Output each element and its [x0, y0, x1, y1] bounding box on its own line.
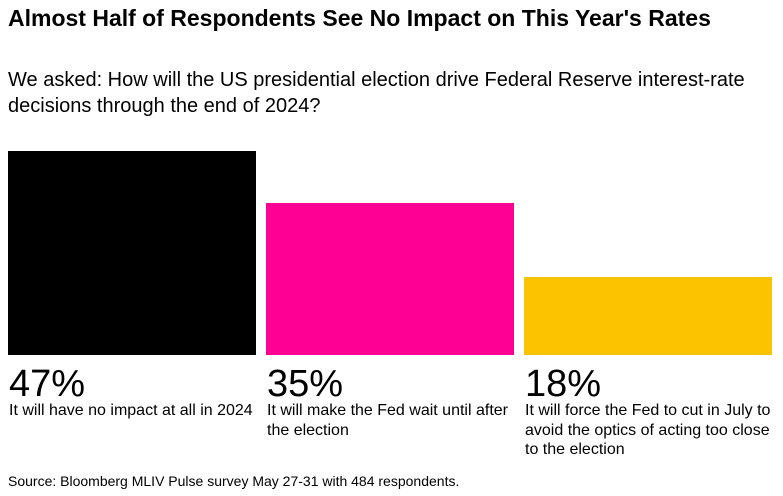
value-label-1: 47% — [9, 363, 86, 405]
source-note: Source: Bloomberg MLIV Pulse survey May … — [8, 473, 460, 489]
value-label-3: 18% — [525, 363, 602, 405]
category-label-1: It will have no impact at all in 2024 — [9, 402, 253, 419]
value-label-2: 35% — [267, 363, 344, 405]
chart-title: Almost Half of Respondents See No Impact… — [8, 5, 711, 31]
bar-3 — [524, 277, 772, 355]
bar-1 — [8, 151, 256, 355]
chart-subtitle: We asked: How will the US presidential e… — [8, 69, 745, 117]
category-label-2: It will make the Fed wait until after th… — [267, 402, 508, 439]
bar-2 — [266, 203, 514, 355]
category-label-3: It will force the Fed to cut in July to … — [525, 402, 771, 458]
